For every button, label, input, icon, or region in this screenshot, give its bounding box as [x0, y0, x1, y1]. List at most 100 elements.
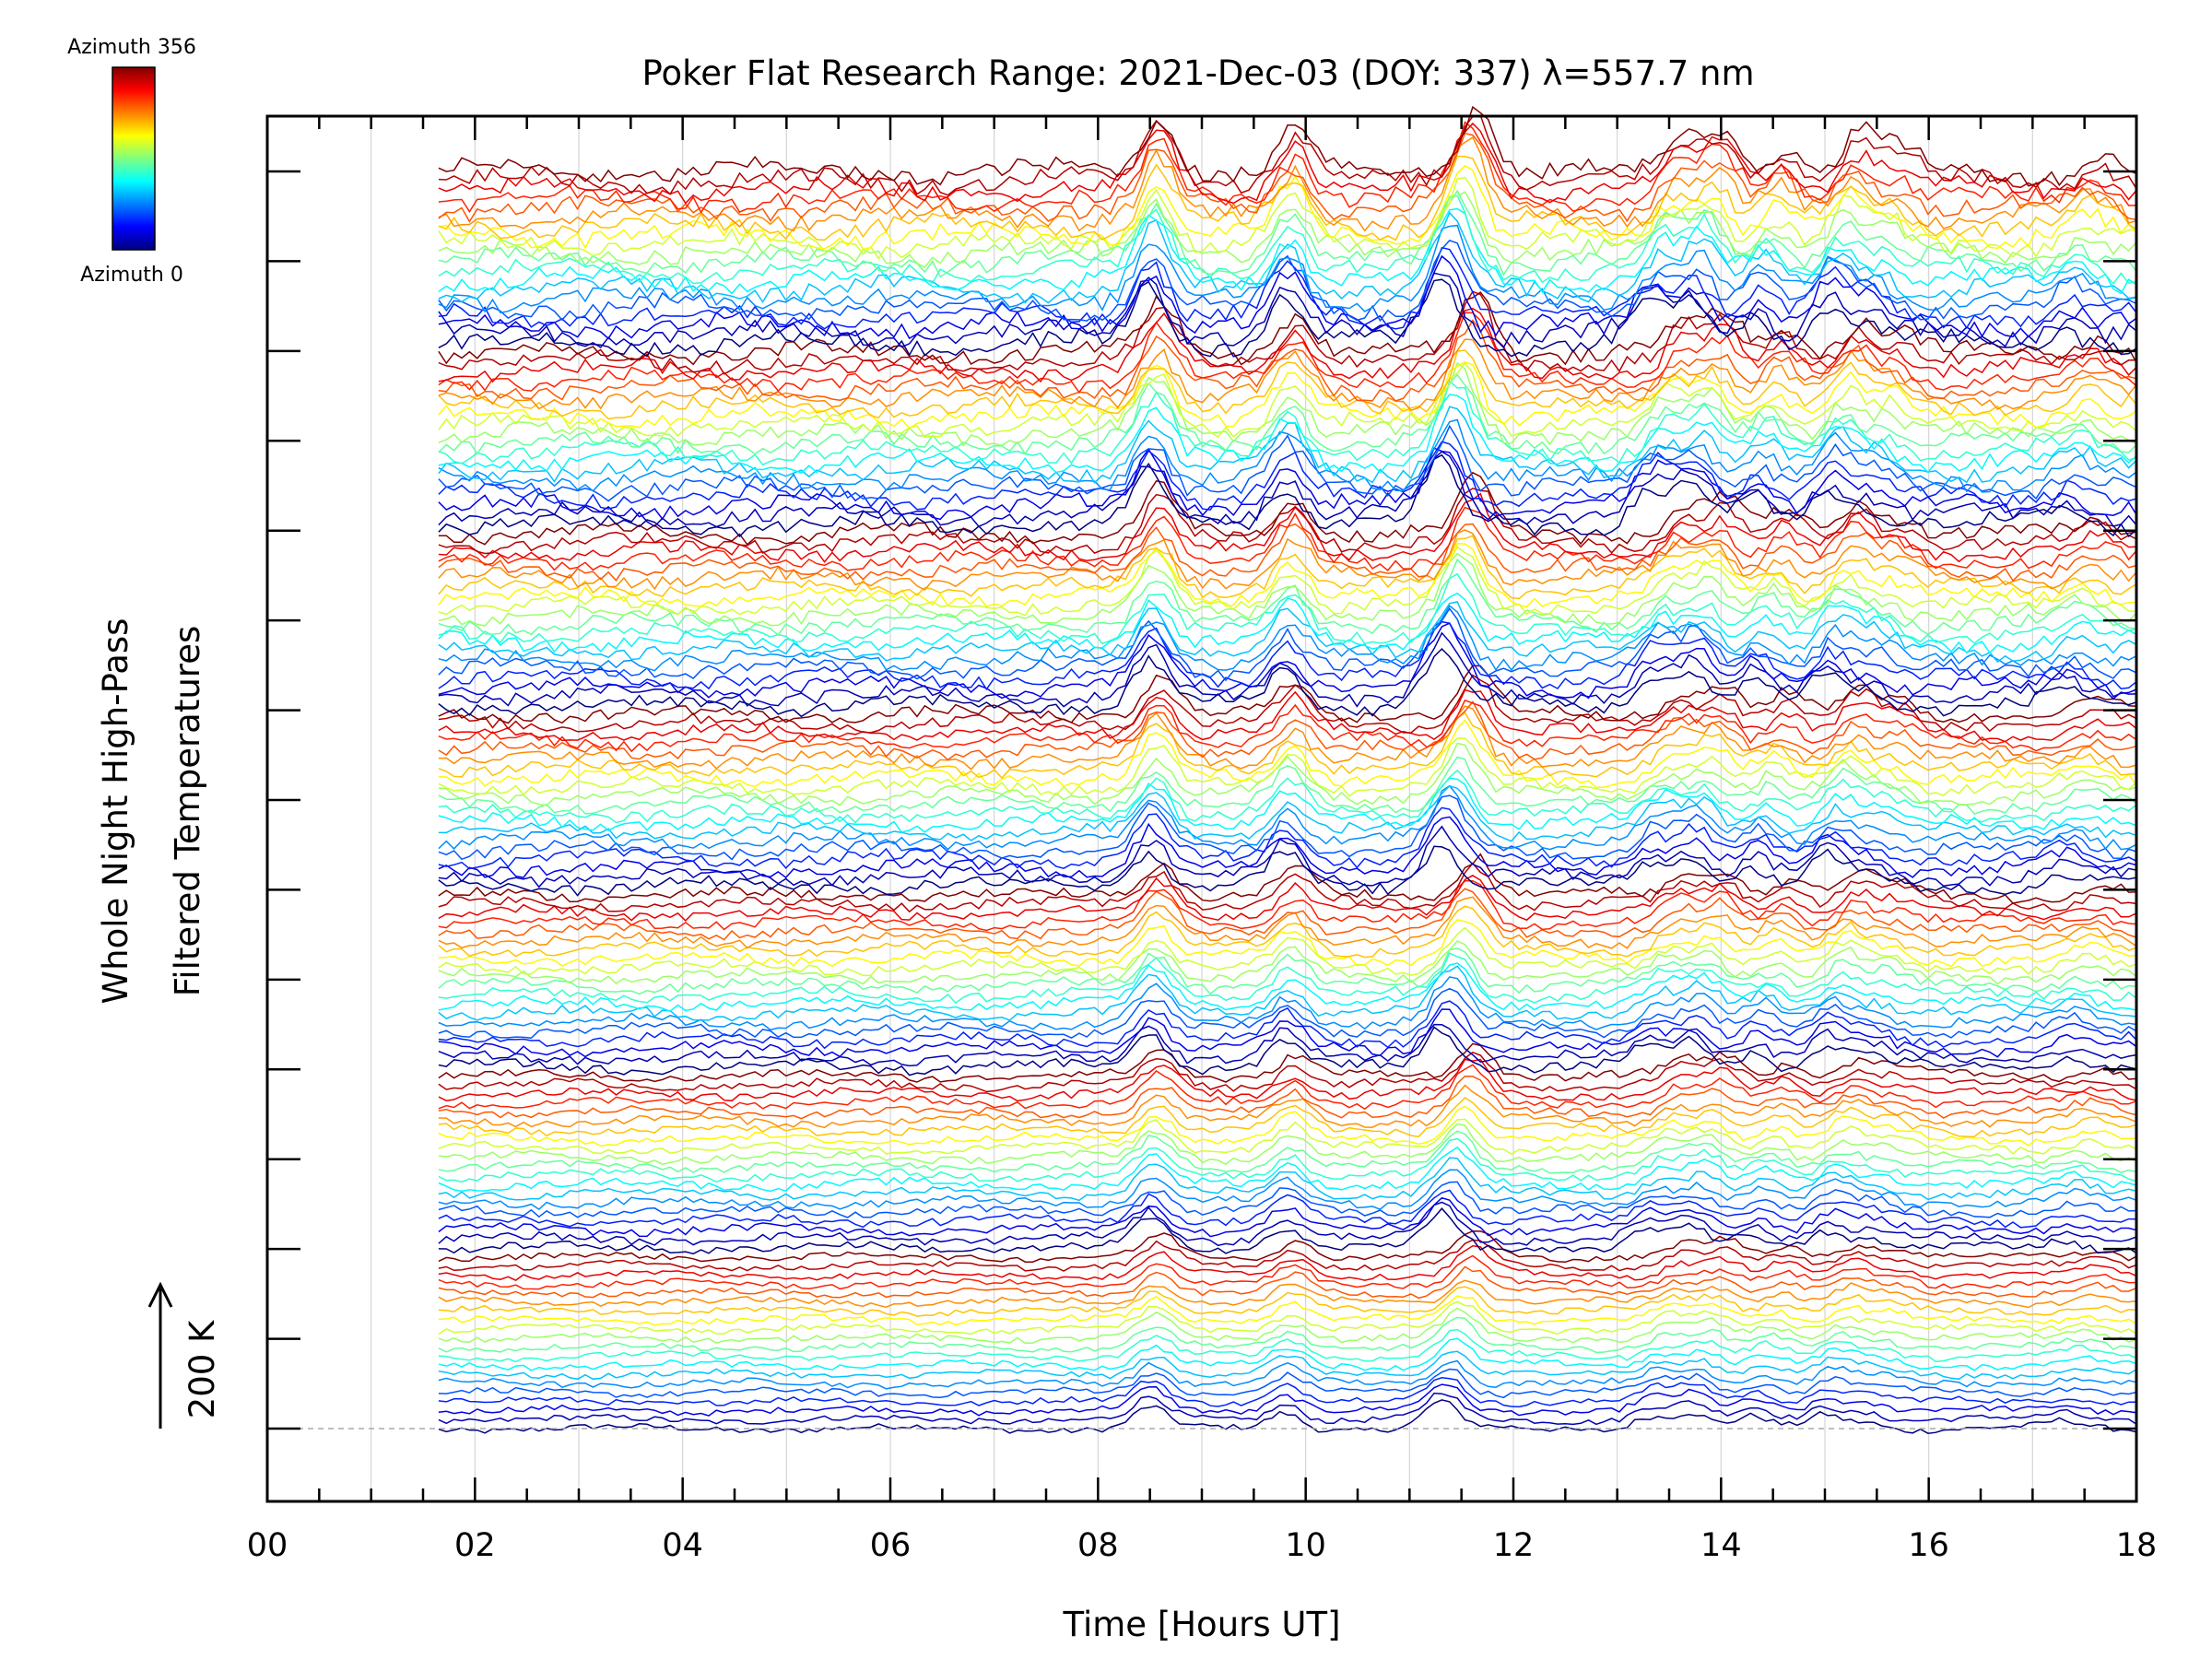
temperature-trace [438, 1328, 2137, 1363]
temperature-trace [438, 816, 2137, 879]
temperature-traces [438, 105, 2137, 1434]
x-tick-label: 16 [1908, 1527, 1949, 1564]
temperature-trace [438, 471, 2137, 546]
temperature-trace [438, 700, 2137, 761]
temperature-trace [438, 952, 2137, 1005]
temperature-trace [438, 529, 2137, 591]
temperature-trace [438, 240, 2137, 323]
temperature-trace [438, 605, 2137, 672]
temperature-trace [438, 987, 2137, 1040]
temperature-trace [438, 114, 2137, 196]
temperature-trace [438, 940, 2137, 985]
x-tick-label: 08 [1077, 1527, 1119, 1564]
temperature-trace [438, 905, 2137, 959]
temperature-trace [438, 1026, 2137, 1077]
temperature-trace [438, 307, 2137, 383]
temperature-trace [438, 1359, 2137, 1390]
temperature-trace [438, 1295, 2137, 1326]
temperature-trace [438, 546, 2137, 617]
temperature-trace [438, 1000, 2137, 1050]
temperature-trace [438, 1254, 2136, 1290]
x-axis-label: Time [Hours UT] [1062, 1605, 1340, 1644]
temperature-trace [438, 1383, 2137, 1417]
colorbar [112, 66, 156, 251]
temperature-trace [438, 254, 2137, 340]
temperature-trace [438, 1230, 2137, 1264]
temperature-trace [438, 1350, 2137, 1381]
temperature-trace [438, 291, 2137, 366]
temperature-trace [438, 784, 2137, 851]
temperature-trace [438, 105, 2137, 187]
temperature-trace [438, 394, 2137, 474]
temperature-trace [438, 926, 2137, 977]
temperature-trace [438, 155, 2137, 241]
temperature-trace [438, 246, 2137, 330]
x-tick-label: 00 [247, 1527, 288, 1564]
temperature-trace [438, 543, 2137, 608]
temperature-trace [438, 1130, 2137, 1174]
temperature-trace [438, 380, 2137, 466]
temperature-trace [438, 1064, 2137, 1111]
temperature-trace [438, 845, 2137, 897]
temperature-trace [438, 424, 2137, 502]
temperature-trace [438, 806, 2137, 870]
temperature-trace [438, 447, 2137, 521]
temperature-trace [438, 1196, 2137, 1238]
temperature-trace [438, 312, 2137, 394]
temperature-trace [438, 742, 2137, 806]
x-tick-label: 04 [662, 1527, 703, 1564]
chart-title: Poker Flat Research Range: 2021-Dec-03 (… [641, 53, 1754, 93]
x-tick-label: 18 [2116, 1527, 2158, 1564]
temperature-trace [438, 1307, 2137, 1345]
temperature-trace [438, 361, 2137, 439]
temperature-trace [438, 777, 2137, 833]
temperature-trace [438, 965, 2137, 1022]
colorbar-top-label: Azimuth 356 [67, 36, 196, 59]
temperature-trace [438, 211, 2137, 304]
temperature-trace [438, 853, 2137, 904]
temperature-trace [438, 418, 2137, 493]
x-tick-label: 02 [454, 1527, 496, 1564]
temperature-trace [438, 784, 2137, 842]
temperature-trace [438, 319, 2137, 402]
temperature-trace [438, 1265, 2137, 1300]
temperature-trace [438, 1097, 2137, 1137]
temperature-trace [438, 488, 2137, 555]
y-axis-label-line1: Whole Night High-Pass [96, 618, 135, 1005]
temperature-trace [438, 647, 2137, 718]
axis-ticks [265, 116, 2138, 1501]
temperature-trace [438, 1042, 2137, 1083]
temperature-trace [438, 1337, 2137, 1371]
temperature-trace [438, 1286, 2137, 1317]
temperature-trace [438, 349, 2137, 420]
temperature-trace [438, 506, 2137, 571]
temperature-trace [438, 224, 2137, 314]
x-tick-labels: 00 02 04 06 08 10 12 14 16 18 [247, 1527, 2158, 1564]
temperature-trace [438, 441, 2137, 512]
temperature-trace [438, 1157, 2137, 1202]
temperature-trace [438, 1279, 2137, 1309]
colorbar-bottom-label: Azimuth 0 [80, 264, 183, 287]
temperature-trace [438, 1189, 2137, 1229]
temperature-trace [438, 794, 2137, 861]
temperature-trace [438, 1146, 2137, 1193]
temperature-trace [438, 136, 2137, 232]
temperature-trace [438, 1123, 2137, 1166]
temperature-trace [438, 1392, 2137, 1426]
temperature-trace [438, 1201, 2137, 1247]
temperature-trace [438, 719, 2137, 789]
temperature-trace [438, 453, 2137, 538]
scale-arrow-head-icon [147, 1281, 173, 1308]
temperature-trace [438, 712, 2137, 780]
temperature-trace [438, 592, 2137, 654]
temperature-trace [438, 1118, 2137, 1155]
temperature-trace [438, 919, 2137, 968]
temperature-trace [438, 1023, 2137, 1067]
temperature-trace [438, 962, 2137, 1013]
temperature-trace [438, 121, 2137, 214]
temperature-trace [438, 1181, 2137, 1218]
temperature-trace [438, 622, 2137, 700]
temperature-trace [438, 558, 2137, 637]
y-axis-label-line2: Filtered Temperatures [168, 626, 207, 996]
temperature-trace [438, 1084, 2137, 1129]
